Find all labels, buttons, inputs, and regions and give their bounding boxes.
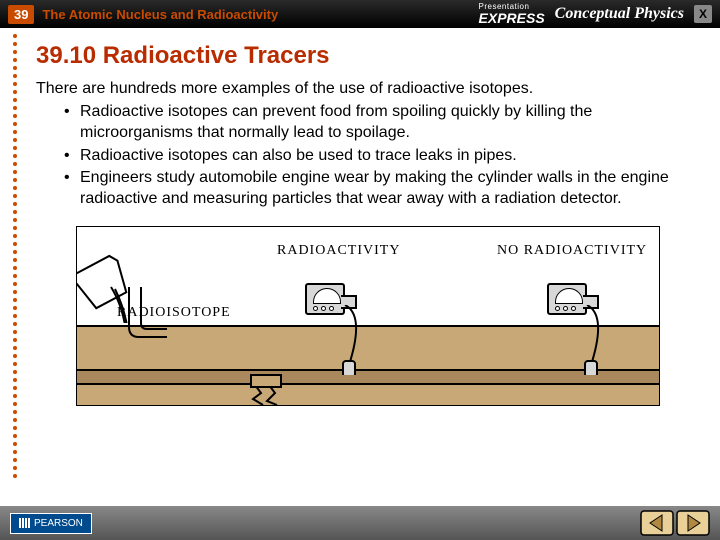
label-radioactivity: RADIOACTIVITY — [277, 243, 400, 259]
pipe-leak-illustration: RADIOISOTOPE RADIOACTIVITY NO RADIOACTIV… — [76, 226, 660, 406]
publisher-name: PEARSON — [34, 518, 83, 529]
prev-button[interactable] — [640, 510, 674, 536]
close-button[interactable]: X — [694, 5, 712, 23]
detector-probe-icon — [325, 305, 395, 375]
bullet-item: Radioactive isotopes can also be used to… — [64, 146, 690, 167]
bullet-list: Radioactive isotopes can prevent food fr… — [36, 102, 690, 210]
bullet-item: Radioactive isotopes can prevent food fr… — [64, 102, 690, 144]
close-icon: X — [699, 7, 707, 21]
bottombar: PEARSON — [0, 506, 720, 540]
label-no-radioactivity: NO RADIOACTIVITY — [497, 243, 647, 259]
pearson-logo: PEARSON — [10, 513, 92, 534]
brand-big: EXPRESS — [479, 11, 545, 25]
topbar-left: 39 The Atomic Nucleus and Radioactivity — [8, 5, 278, 24]
pearson-bars-icon — [19, 518, 30, 528]
downpipe-icon — [107, 287, 167, 387]
topbar-right: Presentation EXPRESS Conceptual Physics … — [479, 3, 712, 25]
section-title: 39.10 Radioactive Tracers — [36, 42, 690, 70]
radiation-detector — [295, 283, 355, 315]
detector-dial — [313, 288, 341, 304]
book-title-logo: Conceptual Physics — [555, 6, 684, 22]
presentation-express-logo: Presentation EXPRESS — [479, 3, 545, 25]
topbar: 39 The Atomic Nucleus and Radioactivity … — [0, 0, 720, 28]
detector-dial — [555, 288, 583, 304]
chapter-title: The Atomic Nucleus and Radioactivity — [42, 7, 278, 22]
nav-controls — [640, 510, 710, 536]
bullet-item: Engineers study automobile engine wear b… — [64, 168, 690, 210]
intro-text: There are hundreds more examples of the … — [36, 80, 690, 98]
chapter-number-badge: 39 — [8, 5, 34, 24]
book-title: Conceptual Physics — [555, 6, 684, 22]
detector-probe-icon — [567, 305, 637, 375]
leak-icon — [245, 347, 295, 406]
radiation-detector — [537, 283, 597, 315]
slide-content: 39.10 Radioactive Tracers There are hund… — [0, 28, 720, 406]
next-button[interactable] — [676, 510, 710, 536]
